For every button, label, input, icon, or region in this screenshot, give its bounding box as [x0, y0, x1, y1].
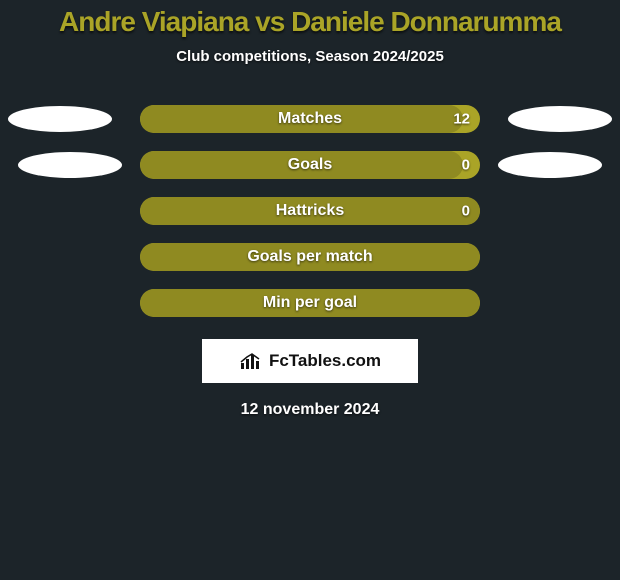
- page-title: Andre Viapiana vs Daniele Donnarumma: [0, 0, 620, 38]
- stat-row: Goals per match: [0, 243, 620, 271]
- bar-fill: [140, 289, 480, 317]
- brand-text: FcTables.com: [269, 351, 381, 371]
- stat-row: Matches12: [0, 105, 620, 133]
- stat-row: Hattricks0: [0, 197, 620, 225]
- side-oval: [8, 106, 112, 132]
- bar-value: 0: [462, 157, 470, 174]
- brand-chart-icon: [239, 351, 263, 371]
- bar-value: 12: [453, 111, 470, 128]
- stat-row: Goals0: [0, 151, 620, 179]
- page-root: Andre Viapiana vs Daniele Donnarumma Clu…: [0, 0, 620, 580]
- side-oval: [508, 106, 612, 132]
- bar-fill: [140, 243, 480, 271]
- bar-fill: [140, 151, 463, 179]
- bar-track: Hattricks0: [140, 197, 480, 225]
- side-oval: [498, 152, 602, 178]
- bar-track: Min per goal: [140, 289, 480, 317]
- bar-rows: Matches12 Goals0 Hattricks0 Goals per match…: [0, 105, 620, 317]
- bar-track: Goals0: [140, 151, 480, 179]
- bar-fill: [140, 197, 480, 225]
- brand-box: FcTables.com: [202, 339, 418, 383]
- bar-track: Goals per match: [140, 243, 480, 271]
- stat-row: Min per goal: [0, 289, 620, 317]
- page-subtitle: Club competitions, Season 2024/2025: [0, 48, 620, 65]
- bar-value: 0: [462, 203, 470, 220]
- bar-track: Matches12: [140, 105, 480, 133]
- date-text: 12 november 2024: [0, 401, 620, 419]
- side-oval: [18, 152, 122, 178]
- bar-fill: [140, 105, 463, 133]
